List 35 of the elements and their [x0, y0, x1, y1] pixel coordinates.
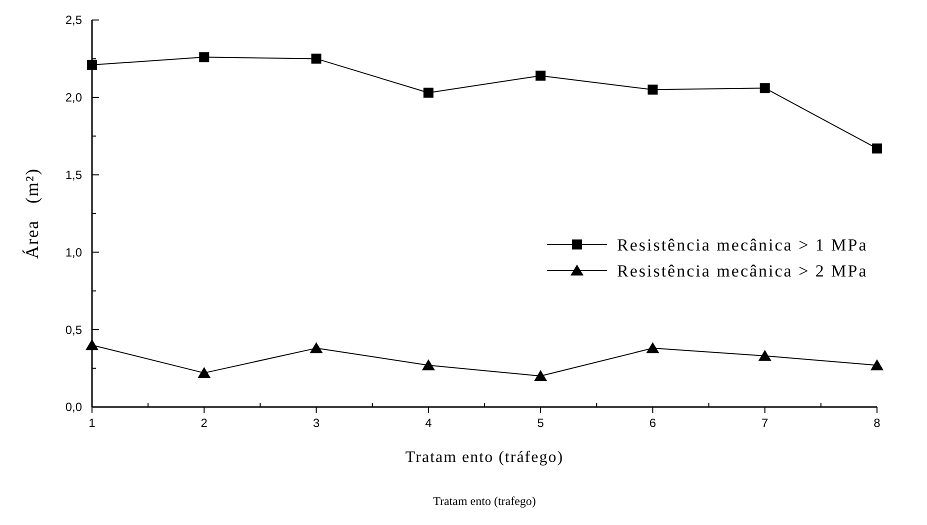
y-axis-title: Área (m²) — [22, 168, 42, 259]
point — [758, 350, 772, 361]
x-tick-label: 3 — [312, 416, 320, 430]
y-tick-label: 2,0 — [65, 90, 82, 105]
point — [870, 359, 884, 370]
point — [760, 83, 770, 94]
x-axis-title: Tratam ento (tráfego) — [405, 449, 564, 466]
x-tick-label: 2 — [200, 416, 208, 430]
y-tick-label: 1,5 — [65, 168, 82, 182]
point — [87, 60, 97, 70]
x-tick-label: 4 — [425, 416, 432, 430]
point — [311, 54, 322, 64]
y-tick-label: 1,0 — [65, 245, 82, 260]
y-tick-label: 0,5 — [65, 322, 82, 337]
point — [423, 88, 434, 98]
point — [198, 366, 211, 378]
point — [422, 359, 435, 370]
point — [646, 342, 660, 354]
point — [310, 342, 323, 354]
point — [536, 70, 546, 81]
y-tick-label: 2,5 — [65, 13, 82, 28]
x-tick-label: 1 — [88, 416, 96, 430]
point — [199, 52, 210, 62]
legend-label: Resistência mecânica > 2 MPa — [617, 261, 868, 280]
x-tick-label: 5 — [537, 416, 544, 430]
x-tick-label: 8 — [874, 416, 881, 430]
legend-label: Resistência mecânica > 1 MPa — [617, 235, 868, 254]
point — [648, 84, 658, 95]
point — [872, 143, 882, 154]
text: Tratam ento (trafego) — [433, 494, 536, 508]
x-tick-label: 6 — [649, 416, 656, 430]
point — [86, 339, 98, 350]
y-tick-label: 0,0 — [65, 400, 82, 414]
x-tick-label: 7 — [762, 416, 769, 430]
point — [534, 370, 548, 382]
